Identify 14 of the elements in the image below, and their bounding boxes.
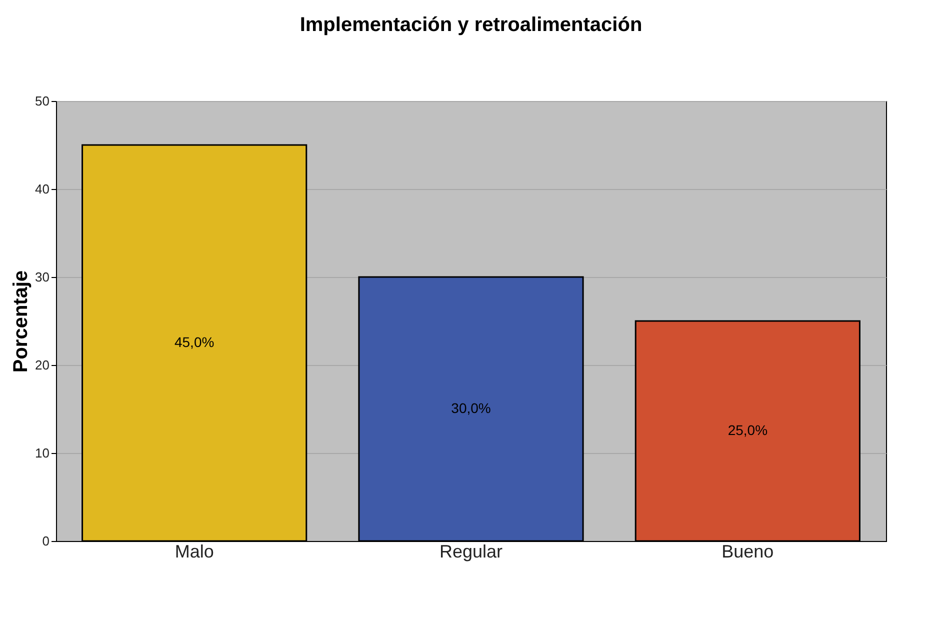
y-tick-label: 30 <box>35 270 50 284</box>
y-tick-label: 0 <box>42 534 50 548</box>
chart-title: Implementación y retroalimentación <box>300 14 642 36</box>
y-tick-label: 20 <box>35 358 50 372</box>
x-tick-label: Bueno <box>722 542 774 562</box>
data-label: 45,0% <box>174 334 214 350</box>
x-tick-label: Malo <box>174 542 214 562</box>
y-axis-title: Porcentaje <box>10 270 32 373</box>
data-label: 25,0% <box>728 422 768 438</box>
data-label: 30,0% <box>451 400 491 416</box>
y-tick-label: 40 <box>35 182 50 196</box>
x-tick-label: Regular <box>439 542 503 562</box>
y-tick-label: 10 <box>35 446 50 460</box>
y-tick-label: 50 <box>35 94 50 108</box>
